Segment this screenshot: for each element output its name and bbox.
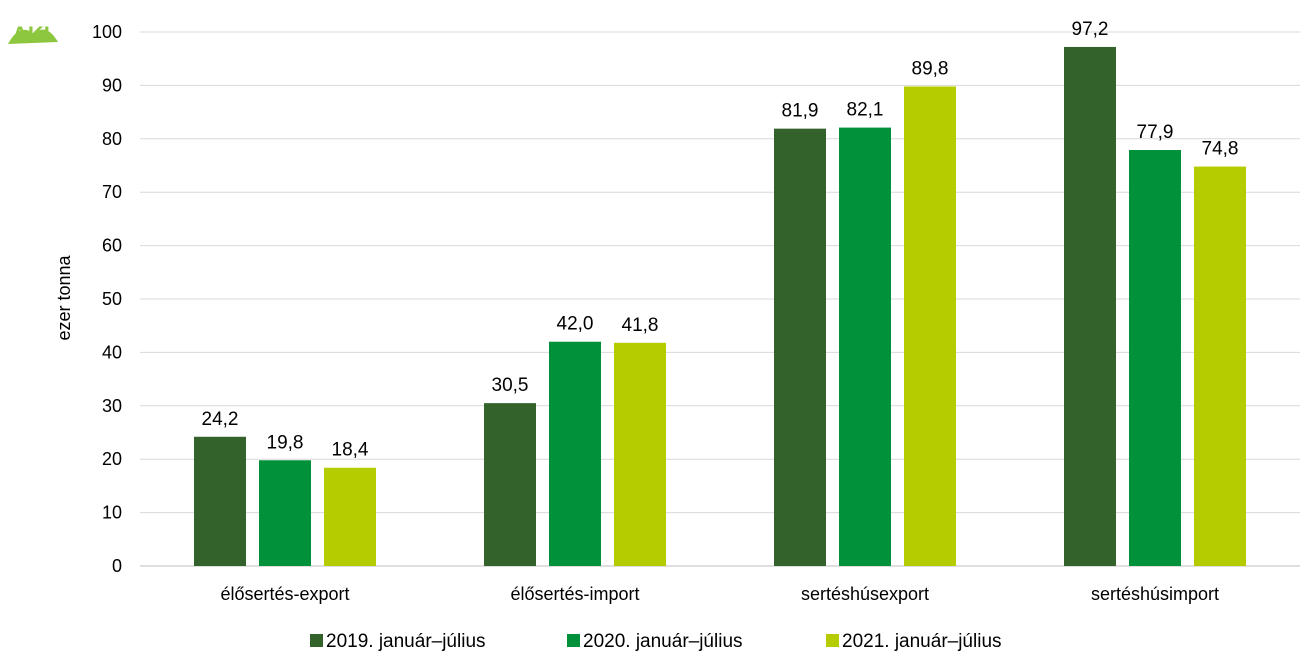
bar [259,460,311,566]
data-label: 19,8 [267,432,304,453]
legend-swatch [567,634,580,647]
y-tick-label: 100 [92,22,122,42]
y-axis-label: ezer tonna [54,254,74,340]
y-tick-label: 60 [102,236,122,256]
legend: 2019. január–július 2020. január–július 20… [310,631,1002,652]
x-tick-label: élősertés-import [510,584,639,604]
y-tick-label: 10 [102,503,122,523]
legend-label: 2021. január–július [842,631,1002,652]
legend-swatch [310,634,323,647]
data-label: 42,0 [557,314,594,335]
y-axis-ticks: 0 10 20 30 40 50 60 70 80 90 100 [92,22,122,576]
bar [839,127,891,566]
bar [1064,46,1116,566]
y-tick-label: 80 [102,129,122,149]
bar [904,86,956,566]
data-label: 77,9 [1137,122,1174,143]
logo-hills-icon [8,29,58,44]
bar [484,403,536,566]
y-tick-label: 20 [102,449,122,469]
data-label: 30,5 [492,375,529,396]
y-tick-label: 40 [102,342,122,362]
data-labels: 24,2 19,8 18,4 30,5 42,0 41,8 81,9 82,1 89,8 97,2… [202,19,1239,461]
x-axis-ticks: élősertés-export élősertés-import sertéshú… [220,584,1219,604]
y-tick-label: 0 [112,556,122,576]
legend-label: 2019. január–július [326,631,486,652]
data-label: 97,2 [1072,19,1109,40]
logo-text: AKI [12,22,50,47]
bar [194,436,246,566]
x-tick-label: sertéshúsexport [801,584,929,604]
y-tick-label: 70 [102,182,122,202]
legend-label: 2020. január–július [583,631,743,652]
data-label: 24,2 [202,409,239,430]
data-label: 18,4 [332,440,369,461]
y-tick-label: 50 [102,289,122,309]
data-label: 82,1 [847,100,884,121]
data-label: 81,9 [782,101,819,122]
x-tick-label: sertéshúsimport [1091,584,1219,604]
data-label: 41,8 [622,315,659,336]
aki-logo: AKI [8,22,58,47]
bar [1129,150,1181,566]
data-label: 74,8 [1202,139,1239,160]
bar [1194,166,1246,566]
bar [324,467,376,566]
gridlines [140,31,1300,567]
y-tick-label: 90 [102,75,122,95]
bar [549,341,601,566]
legend-swatch [826,634,839,647]
y-tick-label: 30 [102,396,122,416]
bar [614,342,666,566]
data-label: 89,8 [912,58,949,79]
bar [774,128,826,567]
bars [194,46,1246,567]
x-tick-label: élősertés-export [220,584,349,604]
